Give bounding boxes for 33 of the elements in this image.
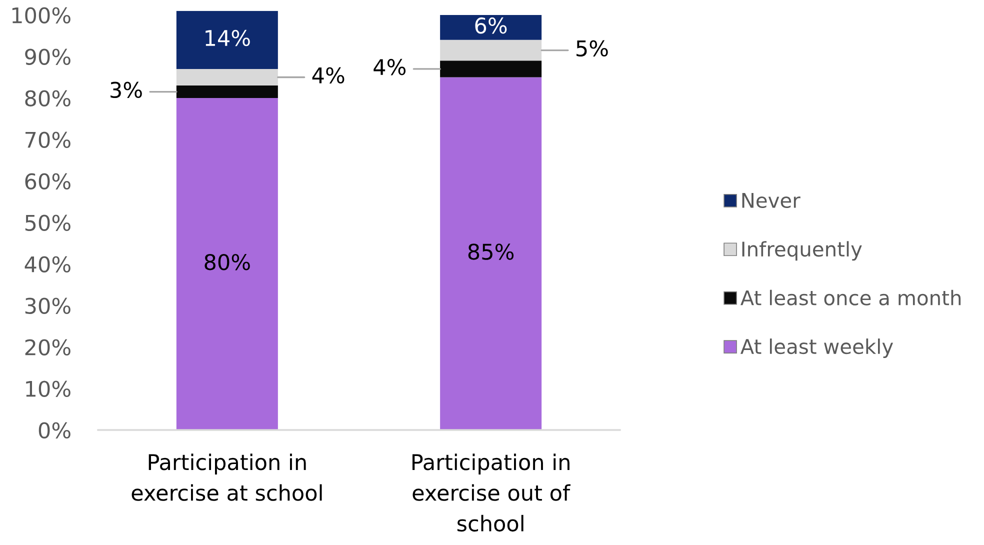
y-tick-label: 30% [25, 298, 70, 314]
bar [440, 15, 542, 40]
data-label: 5% [576, 40, 608, 57]
bar [440, 77, 542, 430]
y-tick-label: 100% [12, 7, 70, 24]
data-label: 14% [206, 30, 250, 46]
legend-label: Infrequently [742, 241, 862, 261]
legend-label: At least weekly [740, 338, 894, 358]
bar [440, 40, 542, 61]
y-tick-label: 20% [25, 339, 70, 356]
y-tick-label: 80% [25, 90, 70, 106]
y-tick-label: 10% [26, 380, 70, 397]
y-tick-label: 90% [25, 48, 70, 65]
bar [176, 86, 278, 98]
x-tick-label: Participation in exercise at school [132, 454, 322, 501]
legend-label: At least once a month [740, 290, 961, 306]
y-tick-label: 70% [26, 132, 70, 148]
bar [176, 10, 278, 69]
data-label: 4% [374, 58, 406, 76]
data-label: 6% [475, 17, 507, 34]
bar [176, 68, 278, 86]
x-tick-label: Participation in exercise out of school [412, 454, 570, 532]
data-label: 85% [468, 244, 514, 260]
legend-label: Never [742, 193, 800, 208]
data-label: 3% [110, 82, 142, 98]
data-label: 80% [204, 254, 250, 270]
y-tick-label: 0% [38, 422, 70, 438]
data-label: 4% [312, 67, 344, 84]
y-tick-label: 60% [25, 173, 70, 190]
y-tick-label: 40% [24, 256, 70, 272]
y-tick-label: 50% [25, 214, 70, 231]
bar [176, 98, 278, 430]
bar [440, 60, 542, 78]
